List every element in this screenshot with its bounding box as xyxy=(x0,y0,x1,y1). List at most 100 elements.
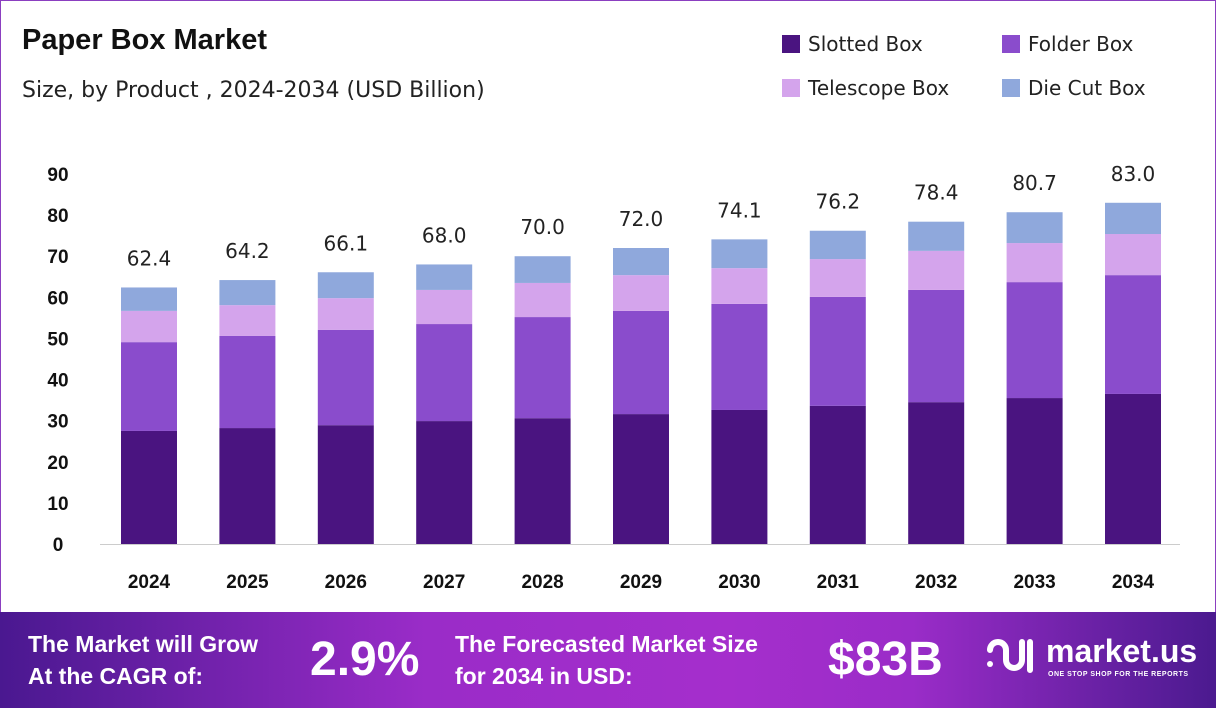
chart-plot: 010203040506070809062.4202464.2202566.12… xyxy=(47,162,1180,593)
y-tick-label: 80 xyxy=(47,206,68,227)
bar-segment-folder-box xyxy=(317,329,374,426)
x-tick-label: 2029 xyxy=(620,572,662,593)
total-label: 78.4 xyxy=(914,181,959,205)
bar-segment-telescope-box xyxy=(1105,234,1161,276)
bar-segment-telescope-box xyxy=(121,310,177,343)
x-tick-label: 2032 xyxy=(915,572,957,593)
cagr-label-line2: At the CAGR of: xyxy=(28,663,204,689)
x-tick-label: 2026 xyxy=(325,572,367,593)
bar-segment-telescope-box xyxy=(514,282,571,318)
y-tick-label: 90 xyxy=(47,165,68,186)
bar-segment-slotted-box xyxy=(908,402,965,544)
bar-segment-folder-box xyxy=(613,310,669,415)
forecast-label-line2: for 2034 in USD: xyxy=(455,663,633,689)
bar-segment-die-cut-box xyxy=(613,248,669,276)
total-label: 64.2 xyxy=(225,239,270,263)
y-tick-label: 20 xyxy=(47,453,68,474)
market-us-logo: market.us ONE STOP SHOP FOR THE REPORTS xyxy=(986,632,1197,680)
bar-segment-die-cut-box xyxy=(809,230,866,260)
x-tick-label: 2024 xyxy=(128,572,171,593)
bar-segment-die-cut-box xyxy=(1006,212,1063,244)
legend-label: Die Cut Box xyxy=(1028,76,1146,100)
summary-banner: The Market will Grow At the CAGR of: 2.9… xyxy=(0,612,1216,708)
x-tick-label: 2033 xyxy=(1013,572,1055,593)
total-label: 74.1 xyxy=(717,198,762,222)
legend-item: Die Cut Box xyxy=(1002,76,1146,100)
bar-segment-telescope-box xyxy=(908,250,965,290)
bar-segment-slotted-box xyxy=(121,430,177,544)
x-tick-label: 2034 xyxy=(1112,572,1155,593)
bar-segment-slotted-box xyxy=(1006,398,1063,544)
logo-name: market.us xyxy=(1046,633,1198,669)
y-tick-label: 30 xyxy=(47,412,68,433)
forecast-label-line1: The Forecasted Market Size xyxy=(455,631,758,657)
chart-subtitle: Size, by Product , 2024-2034 (USD Billio… xyxy=(22,78,485,103)
bar-segment-folder-box xyxy=(1006,282,1063,399)
bar-segment-slotted-box xyxy=(809,405,866,544)
total-label: 76.2 xyxy=(816,190,861,214)
y-tick-label: 70 xyxy=(47,247,68,268)
x-tick-label: 2031 xyxy=(817,572,860,593)
bar-segment-folder-box xyxy=(809,296,866,406)
bar-segment-slotted-box xyxy=(1105,393,1161,544)
y-tick-label: 50 xyxy=(47,329,68,350)
x-tick-label: 2025 xyxy=(226,572,269,593)
bar-segment-die-cut-box xyxy=(416,264,473,290)
bar-segment-slotted-box xyxy=(711,409,768,544)
cagr-label: The Market will Grow At the CAGR of: xyxy=(28,628,258,692)
chart-title: Paper Box Market xyxy=(22,24,267,56)
legend-item: Slotted Box xyxy=(782,32,923,56)
bar-segment-die-cut-box xyxy=(908,221,965,251)
bar-segment-telescope-box xyxy=(1006,243,1063,283)
bar-segment-folder-box xyxy=(514,317,571,419)
bar-segment-folder-box xyxy=(1105,275,1161,394)
x-tick-label: 2030 xyxy=(718,572,760,593)
logo-tagline: ONE STOP SHOP FOR THE REPORTS xyxy=(1048,671,1189,678)
legend-swatch xyxy=(782,35,800,53)
bar-segment-telescope-box xyxy=(613,275,669,311)
bar-segment-telescope-box xyxy=(711,268,768,304)
total-label: 70.0 xyxy=(520,215,565,239)
x-tick-label: 2028 xyxy=(521,572,563,593)
bar-segment-slotted-box xyxy=(219,428,276,544)
bar-segment-folder-box xyxy=(711,303,768,410)
bar-segment-slotted-box xyxy=(613,414,669,544)
bar-segment-slotted-box xyxy=(416,421,473,544)
y-tick-label: 0 xyxy=(53,535,64,556)
total-label: 66.1 xyxy=(324,231,369,255)
bar-segment-die-cut-box xyxy=(1105,202,1161,235)
legend-swatch xyxy=(1002,35,1020,53)
bar-segment-die-cut-box xyxy=(514,256,571,283)
legend-swatch xyxy=(782,79,800,97)
y-tick-label: 10 xyxy=(47,494,68,515)
bar-segment-folder-box xyxy=(908,289,965,403)
forecast-value: $83B xyxy=(828,633,943,686)
bar-segment-telescope-box xyxy=(219,305,276,336)
cagr-label-line1: The Market will Grow xyxy=(28,631,259,657)
cagr-value: 2.9% xyxy=(310,633,420,686)
total-label: 68.0 xyxy=(422,223,467,247)
y-tick-label: 60 xyxy=(47,288,68,309)
total-label: 83.0 xyxy=(1111,162,1156,186)
logo-icon xyxy=(987,639,1033,673)
bar-segment-slotted-box xyxy=(514,418,571,544)
legend-label: Folder Box xyxy=(1028,32,1134,56)
total-label: 80.7 xyxy=(1012,171,1057,195)
legend-label: Slotted Box xyxy=(808,32,923,56)
legend-item: Folder Box xyxy=(1002,32,1133,56)
legend-item: Telescope Box xyxy=(782,76,949,100)
bar-segment-die-cut-box xyxy=(121,287,177,311)
total-label: 62.4 xyxy=(127,246,172,270)
bar-segment-die-cut-box xyxy=(219,280,276,306)
y-tick-label: 40 xyxy=(47,371,68,392)
forecast-label: The Forecasted Market Size for 2034 in U… xyxy=(455,628,758,692)
bar-segment-folder-box xyxy=(121,342,177,431)
bar-segment-die-cut-box xyxy=(711,239,768,269)
bar-segment-folder-box xyxy=(219,335,276,429)
x-tick-label: 2027 xyxy=(423,572,465,593)
bar-segment-telescope-box xyxy=(317,298,374,330)
bar-segment-slotted-box xyxy=(317,425,374,544)
bar-segment-folder-box xyxy=(416,324,473,422)
legend-label: Telescope Box xyxy=(808,76,950,100)
legend-swatch xyxy=(1002,79,1020,97)
